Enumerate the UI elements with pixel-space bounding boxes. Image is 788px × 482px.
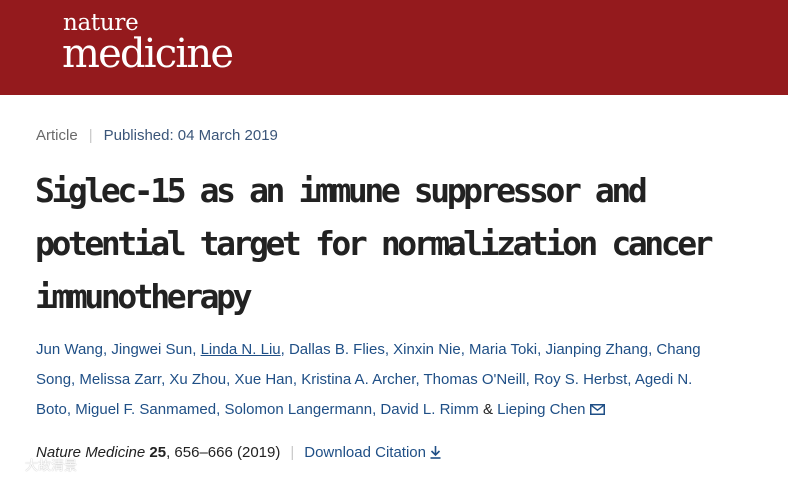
article-type: Article xyxy=(36,127,78,144)
author-link-part[interactable]: Song xyxy=(36,371,72,388)
published-date: Published: 04 March 2019 xyxy=(103,127,278,144)
author-link[interactable]: Xu Zhou xyxy=(169,371,227,388)
author-ampersand: & xyxy=(482,401,493,418)
author-link[interactable]: David L. Rimm xyxy=(380,401,479,418)
author-link[interactable]: Melissa Zarr xyxy=(79,371,162,388)
article-meta: Article | Published: 04 March 2019 xyxy=(36,126,278,146)
author-link[interactable]: Thomas O'Neill xyxy=(423,371,526,388)
author-link[interactable]: Maria Toki xyxy=(469,341,538,358)
journal-name: Nature Medicine xyxy=(36,444,146,461)
author-link-part[interactable]: Chang xyxy=(656,341,701,358)
download-citation-link[interactable]: Download Citation xyxy=(304,444,441,461)
author-link[interactable]: Jun Wang xyxy=(36,341,103,358)
author-link[interactable]: Lieping Chen xyxy=(497,401,586,418)
download-icon xyxy=(430,446,441,459)
article-title-line: Siglec-15 as an immune suppressor and xyxy=(35,171,648,210)
author-link[interactable]: Kristina A. Archer xyxy=(301,371,416,388)
author-link-part[interactable]: Agedi N. xyxy=(634,371,693,388)
author-link[interactable]: Jingwei Sun xyxy=(111,341,193,358)
author-list: Jun Wang, Jingwei Sun, Linda N. Liu, Dal… xyxy=(36,335,776,425)
author-link[interactable]: Miguel F. Sanmamed xyxy=(75,401,217,418)
meta-separator: | xyxy=(88,127,93,144)
citation-pages: , 656–666 (2019) xyxy=(166,444,281,461)
author-link[interactable]: Roy S. Herbst xyxy=(533,371,628,388)
author-link[interactable]: Solomon Langermann xyxy=(224,401,373,418)
journal-volume: 25 xyxy=(149,444,167,461)
watermark: 大故清景 xyxy=(8,455,108,477)
watermark-logo-icon xyxy=(8,458,22,472)
author-link[interactable]: Linda N. Liu xyxy=(200,341,281,358)
author-list-line: Boto, Miguel F. Sanmamed, Solomon Langer… xyxy=(36,395,776,425)
author-list-line: Song, Melissa Zarr, Xu Zhou, Xue Han, Kr… xyxy=(36,371,693,388)
citation-separator: | xyxy=(290,444,295,461)
envelope-icon[interactable] xyxy=(589,404,605,415)
article-title-line: potential target for normalization cance… xyxy=(35,224,714,263)
watermark-text: 大故清景 xyxy=(25,458,78,473)
article-title-line: immunotherapy xyxy=(35,277,252,316)
author-link-part[interactable]: Boto xyxy=(36,401,67,418)
author-list-line: Jun Wang, Jingwei Sun, Linda N. Liu, Dal… xyxy=(36,341,701,358)
author-link[interactable]: Xinxin Nie xyxy=(393,341,461,358)
logo-word-nature: nature xyxy=(63,10,139,36)
author-link[interactable]: Dallas B. Flies xyxy=(288,341,385,358)
author-link[interactable]: Xue Han xyxy=(234,371,293,388)
logo-word-medicine: medicine xyxy=(62,31,234,77)
article-title: Siglec-15 as an immune suppressor and po… xyxy=(35,164,775,323)
citation-line: Nature Medicine 25, 656–666 (2019) | Downl… xyxy=(36,442,441,464)
site-header: nature medicine xyxy=(0,0,788,95)
download-citation-label: Download Citation xyxy=(304,444,426,461)
author-link[interactable]: Jianping Zhang xyxy=(545,341,649,358)
